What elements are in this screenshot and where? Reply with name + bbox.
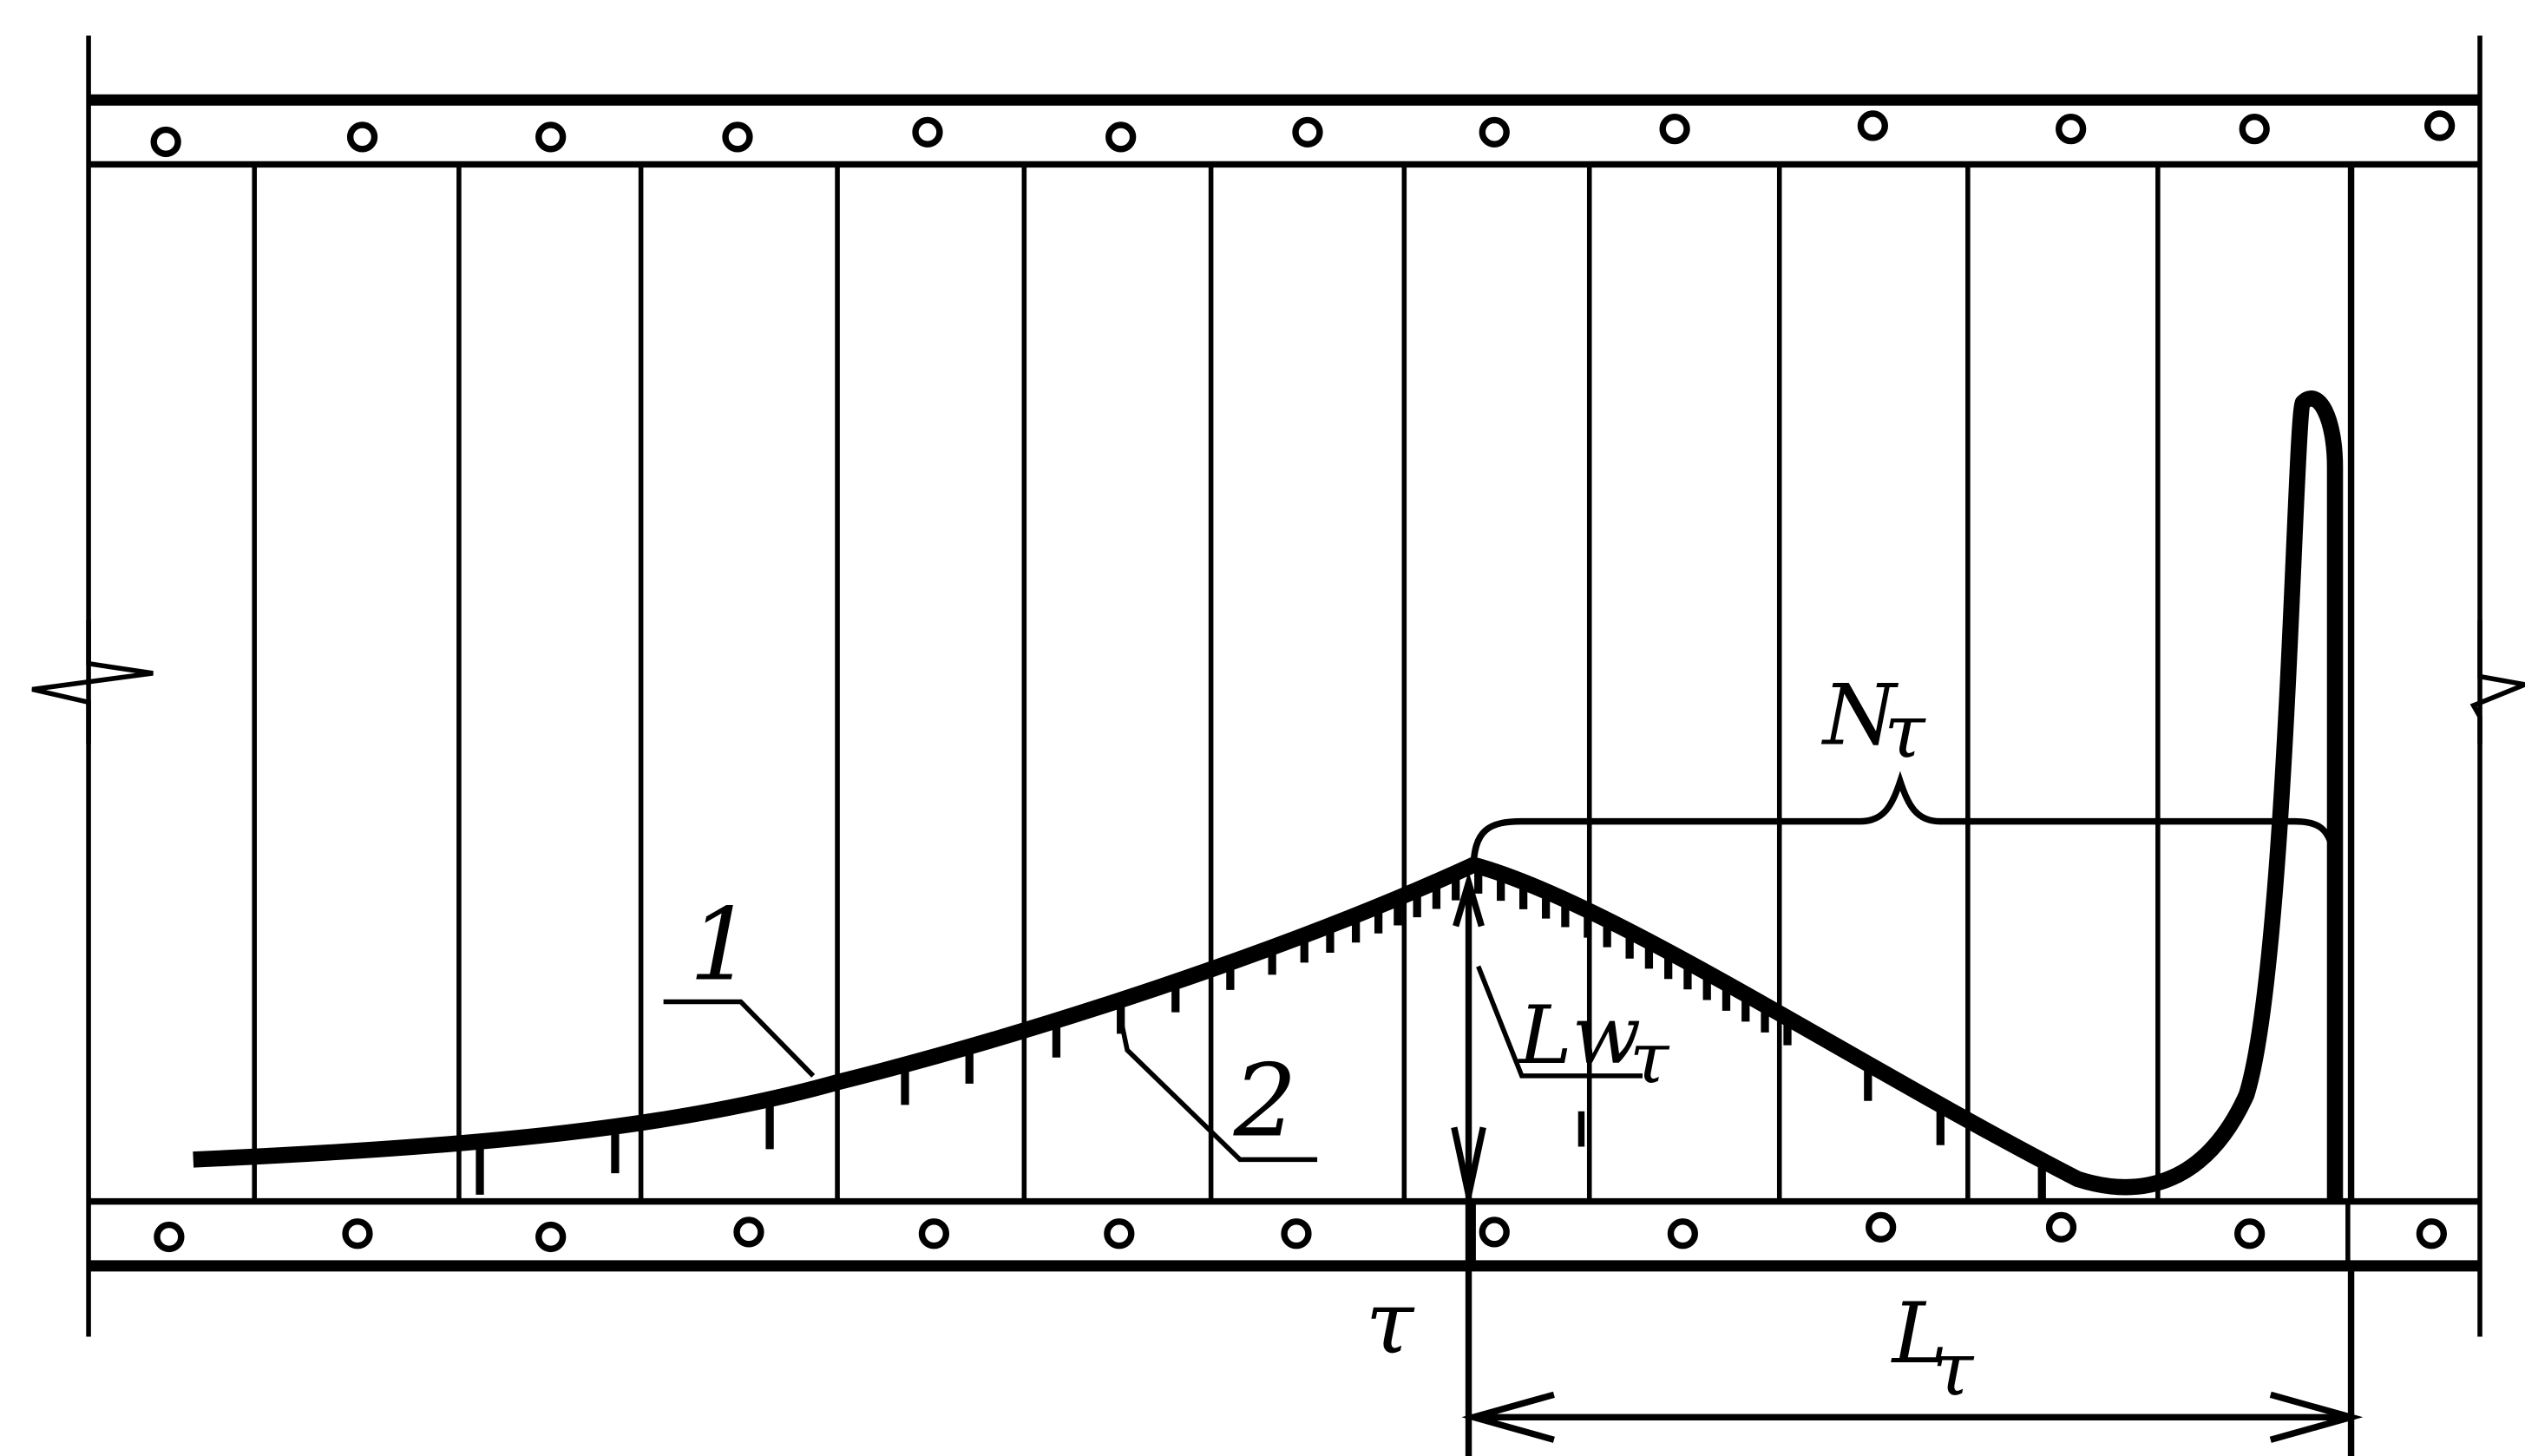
top-bolt [539,125,563,149]
label-ticks-2: 2 [1233,1044,1297,1160]
bottom-bolt [921,1222,946,1246]
top-beam-bolts [154,114,2451,154]
bottom-bolt [2238,1222,2262,1246]
top-bolt [915,120,940,144]
label-lw-subscript: τ [1630,1017,1670,1099]
top-beam [89,100,2480,164]
top-bolt [154,130,178,154]
top-bolt [725,125,750,149]
top-bolt [2428,114,2452,138]
label-n-tau: N τ [1821,666,1927,776]
label-l-tau: L τ [1891,1284,1975,1413]
label-l-subscript: τ [1932,1327,1975,1413]
top-bolt [2059,117,2083,141]
bottom-bolt [737,1220,761,1244]
bottom-bolt [1284,1222,1308,1246]
bottom-bolt [539,1225,563,1249]
top-bolt [1663,117,1687,141]
left-break-mark [32,620,153,744]
bottom-bolt [1482,1220,1506,1244]
bottom-bolt [1869,1215,1893,1239]
top-bolt [1295,120,1320,144]
bottom-bolt [1670,1222,1695,1246]
bottom-bolt [2050,1215,2074,1239]
vertical-slats [254,164,2351,1201]
bottom-beam-bolts [157,1215,2443,1249]
bottom-bolt [2419,1222,2443,1246]
label-tau: τ [1366,1272,1415,1374]
label-n-subscript: τ [1884,689,1926,775]
label-lw: Lw [1517,988,1641,1082]
n-tau-bracket [1473,781,2332,869]
top-bolt [1109,125,1133,149]
bottom-bolt [157,1225,181,1249]
top-bolt [351,125,375,149]
bottom-bolt [345,1222,370,1246]
label-curve-1: 1 [689,888,752,1004]
top-bolt [2242,117,2266,141]
bottom-bolt [1107,1222,1131,1246]
top-bolt [1860,114,1885,138]
top-bolt [1482,120,1506,144]
label-lw-tau: Lw τ [1517,988,1670,1099]
